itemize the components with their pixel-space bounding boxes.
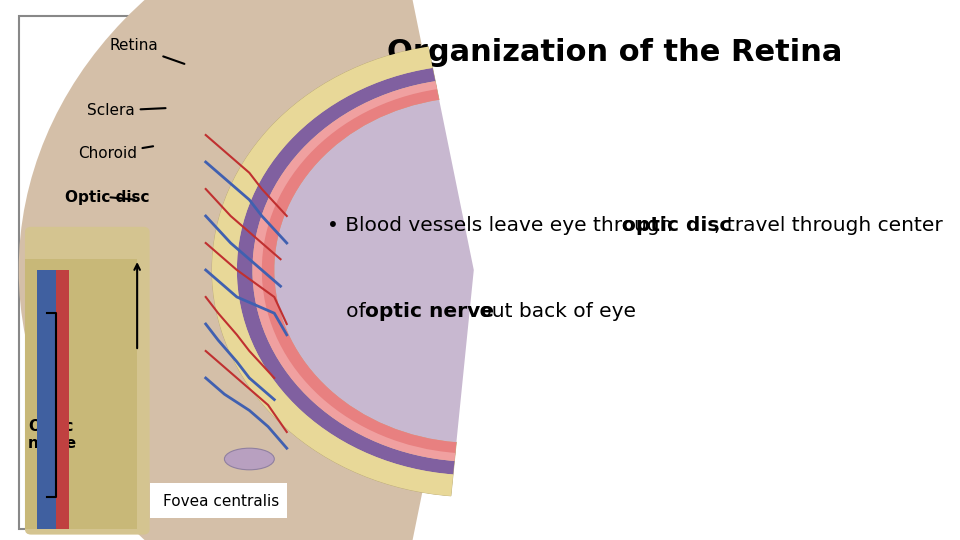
Wedge shape: [237, 68, 454, 475]
Text: Fovea centralis: Fovea centralis: [163, 494, 279, 509]
Text: of: of: [327, 302, 372, 321]
Polygon shape: [56, 270, 68, 529]
Wedge shape: [255, 84, 456, 458]
Wedge shape: [275, 100, 474, 442]
Text: • Blood vessels leave eye through: • Blood vessels leave eye through: [327, 216, 679, 235]
Text: Organization of the Retina: Organization of the Retina: [387, 38, 842, 67]
FancyBboxPatch shape: [25, 227, 150, 535]
Text: Sclera: Sclera: [87, 103, 165, 118]
Text: Choroid: Choroid: [78, 146, 153, 161]
Wedge shape: [252, 81, 455, 461]
Ellipse shape: [225, 448, 275, 470]
Polygon shape: [37, 270, 56, 529]
Text: optic disc: optic disc: [622, 216, 732, 235]
Polygon shape: [25, 259, 137, 529]
Text: Fovea centralis: Fovea centralis: [156, 488, 272, 509]
Bar: [150, 483, 287, 518]
Text: optic nerve: optic nerve: [365, 302, 494, 321]
Text: Optic disc: Optic disc: [65, 190, 150, 205]
Wedge shape: [212, 46, 453, 496]
Wedge shape: [18, 0, 468, 540]
Wedge shape: [212, 46, 456, 496]
Bar: [18, 16, 287, 529]
Text: Optic
nerve: Optic nerve: [28, 418, 77, 451]
Text: out back of eye: out back of eye: [473, 302, 636, 321]
Text: , travel through center: , travel through center: [714, 216, 943, 235]
Text: Retina: Retina: [109, 38, 184, 64]
